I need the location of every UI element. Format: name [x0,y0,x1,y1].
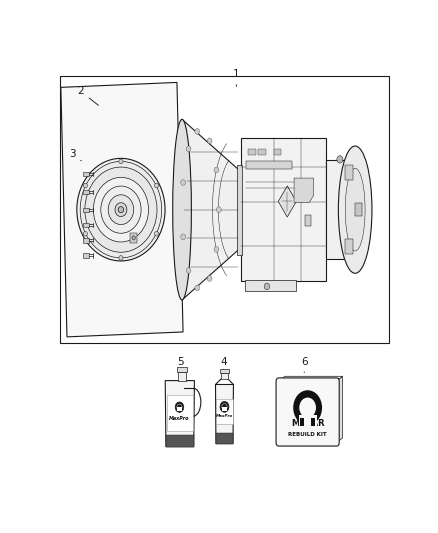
Bar [221,373,228,379]
Bar [237,165,243,255]
Circle shape [181,234,186,240]
Ellipse shape [118,207,124,213]
Ellipse shape [119,255,123,260]
Bar [166,395,193,431]
Circle shape [299,398,316,418]
Bar [246,161,292,169]
Bar [83,223,89,228]
Polygon shape [182,119,240,300]
Ellipse shape [83,183,88,188]
Text: MaxPro: MaxPro [216,414,233,418]
Polygon shape [279,376,343,381]
Bar [222,407,227,410]
Polygon shape [215,384,233,443]
Ellipse shape [77,158,165,261]
Circle shape [337,156,343,163]
Ellipse shape [155,231,159,236]
Ellipse shape [345,168,365,251]
Circle shape [181,180,186,185]
Circle shape [207,276,212,281]
Bar [83,238,89,243]
Text: 2: 2 [78,86,99,106]
Bar [258,149,266,155]
Text: 5: 5 [177,357,184,370]
Circle shape [220,401,229,412]
Polygon shape [61,83,183,337]
Polygon shape [278,186,296,217]
Bar [177,367,187,372]
Bar [166,435,194,447]
Text: MOPAR: MOPAR [291,418,325,427]
Circle shape [264,283,270,290]
Circle shape [177,404,182,410]
Circle shape [186,268,191,273]
Bar [345,165,353,180]
Ellipse shape [115,203,127,216]
Bar [220,369,229,373]
Bar [345,239,353,254]
Bar [130,233,138,243]
Bar [248,149,256,155]
Circle shape [222,403,227,410]
Text: 1: 1 [233,69,240,86]
Circle shape [207,138,212,144]
Ellipse shape [93,177,148,242]
Polygon shape [294,178,314,203]
Ellipse shape [101,186,141,233]
Ellipse shape [173,119,191,300]
Circle shape [132,236,135,240]
Circle shape [214,246,219,252]
Polygon shape [165,381,194,447]
Bar [83,190,89,195]
Bar [216,399,233,424]
Circle shape [216,207,221,213]
Ellipse shape [119,159,123,164]
Ellipse shape [155,183,159,188]
Circle shape [175,402,184,413]
Circle shape [299,397,316,418]
Circle shape [293,390,322,425]
Bar [305,215,311,226]
Text: 4: 4 [220,357,227,370]
Ellipse shape [80,161,162,258]
Bar [83,207,89,212]
Text: 3: 3 [69,149,81,161]
Bar [355,204,362,216]
Text: REBUILD KIT: REBUILD KIT [288,432,327,437]
Bar [274,149,281,155]
Bar [300,418,304,426]
Ellipse shape [83,231,88,236]
Bar [60,76,389,343]
Bar [299,415,317,426]
Bar [177,407,182,410]
Bar [326,160,355,259]
Circle shape [186,146,191,152]
Circle shape [195,285,200,291]
Bar [245,280,296,290]
Circle shape [195,128,200,134]
Bar [83,172,89,176]
Circle shape [214,167,219,173]
Bar [216,433,233,443]
Bar [178,372,186,381]
Ellipse shape [85,167,157,252]
Text: MaxPro: MaxPro [169,416,190,421]
FancyBboxPatch shape [276,378,339,446]
Bar [311,418,315,426]
Bar [83,253,89,258]
Ellipse shape [108,195,134,224]
Ellipse shape [339,146,372,273]
Polygon shape [336,376,343,443]
Text: 6: 6 [301,357,307,373]
Bar [241,138,326,281]
